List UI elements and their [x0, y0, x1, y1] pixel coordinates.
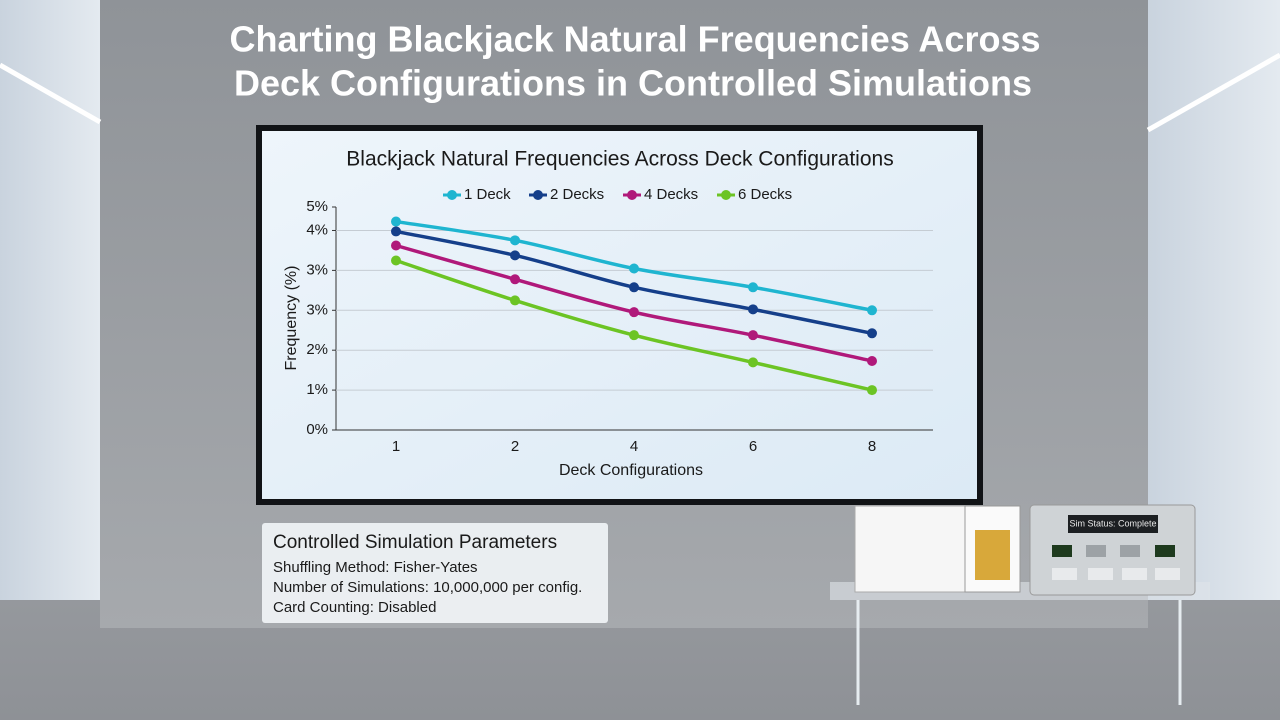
device-status: Sim Status: Complete: [1069, 518, 1156, 528]
ceiling-light: [0, 62, 102, 125]
y-tick-label: 4%: [306, 221, 328, 238]
data-point: [748, 282, 758, 293]
data-point: [748, 357, 758, 368]
data-point: [391, 240, 401, 251]
device-button: [1155, 568, 1180, 580]
x-tick-label: 6: [749, 438, 757, 455]
device-display: [1068, 515, 1158, 533]
right-wall: [1148, 0, 1280, 600]
y-tick-label: 2%: [306, 341, 328, 358]
data-point: [748, 304, 758, 315]
x-tick-label: 4: [630, 438, 638, 455]
data-point: [629, 307, 639, 318]
chart-title: Blackjack Natural Frequencies Across Dec…: [346, 148, 893, 171]
device-button: [1122, 568, 1147, 580]
page-title: Deck Configurations in Controlled Simula…: [234, 63, 1032, 104]
parameters-panel: [262, 523, 608, 623]
screen: [262, 131, 977, 499]
data-point: [629, 263, 639, 274]
y-tick-label: 1%: [306, 381, 328, 398]
device-button: [1155, 545, 1175, 557]
data-point: [867, 385, 877, 396]
y-tick-label: 3%: [306, 261, 328, 278]
ceiling-light: [1146, 52, 1280, 133]
device-button: [1052, 545, 1072, 557]
legend-marker: [721, 190, 731, 200]
panel-line: Card Counting: Disabled: [273, 599, 436, 616]
device-button: [1088, 568, 1113, 580]
legend-label: 6 Decks: [738, 186, 792, 203]
y-tick-label: 0%: [306, 421, 328, 438]
data-point: [510, 250, 520, 261]
data-point: [510, 274, 520, 285]
data-point: [867, 328, 877, 339]
legend-label: 2 Decks: [550, 186, 604, 203]
panel-line: Shuffling Method: Fisher-Yates: [273, 559, 478, 576]
y-tick-label: 5%: [306, 198, 328, 215]
x-tick-label: 8: [868, 438, 876, 455]
legend-marker: [533, 190, 543, 200]
data-point: [510, 235, 520, 246]
data-point: [867, 305, 877, 316]
x-axis-label: Deck Configurations: [559, 462, 703, 479]
page-title: Charting Blackjack Natural Frequencies A…: [230, 19, 1041, 60]
x-tick-label: 1: [392, 438, 400, 455]
legend-marker: [447, 190, 457, 200]
data-point: [391, 216, 401, 227]
data-point: [391, 226, 401, 237]
y-axis-label: Frequency (%): [283, 266, 300, 371]
plot: 0% 1% 2% 3% 3% 4% 5% 1 2 4 6 8 1 Deck 2 Decks 4 Decks 6…: [306, 186, 933, 455]
data-point: [867, 355, 877, 366]
device-button: [1086, 545, 1106, 557]
legend-label: 4 Decks: [644, 186, 698, 203]
cards: [854, 505, 1021, 593]
data-point: [629, 330, 639, 341]
panel-title: Controlled Simulation Parameters: [273, 532, 557, 553]
data-point: [629, 282, 639, 293]
card-art: [975, 530, 1010, 580]
device-button: [1120, 545, 1140, 557]
x-tick-label: 2: [511, 438, 519, 455]
legend-label: 1 Deck: [464, 186, 511, 203]
device-button: [1052, 568, 1077, 580]
card-fan: [854, 505, 976, 593]
panel-line: Number of Simulations: 10,000,000 per co…: [273, 579, 582, 596]
data-point: [748, 330, 758, 341]
legend-marker: [627, 190, 637, 200]
y-tick-label: 3%: [306, 301, 328, 318]
data-point: [391, 255, 401, 266]
left-wall: [0, 0, 100, 600]
data-point: [510, 295, 520, 306]
